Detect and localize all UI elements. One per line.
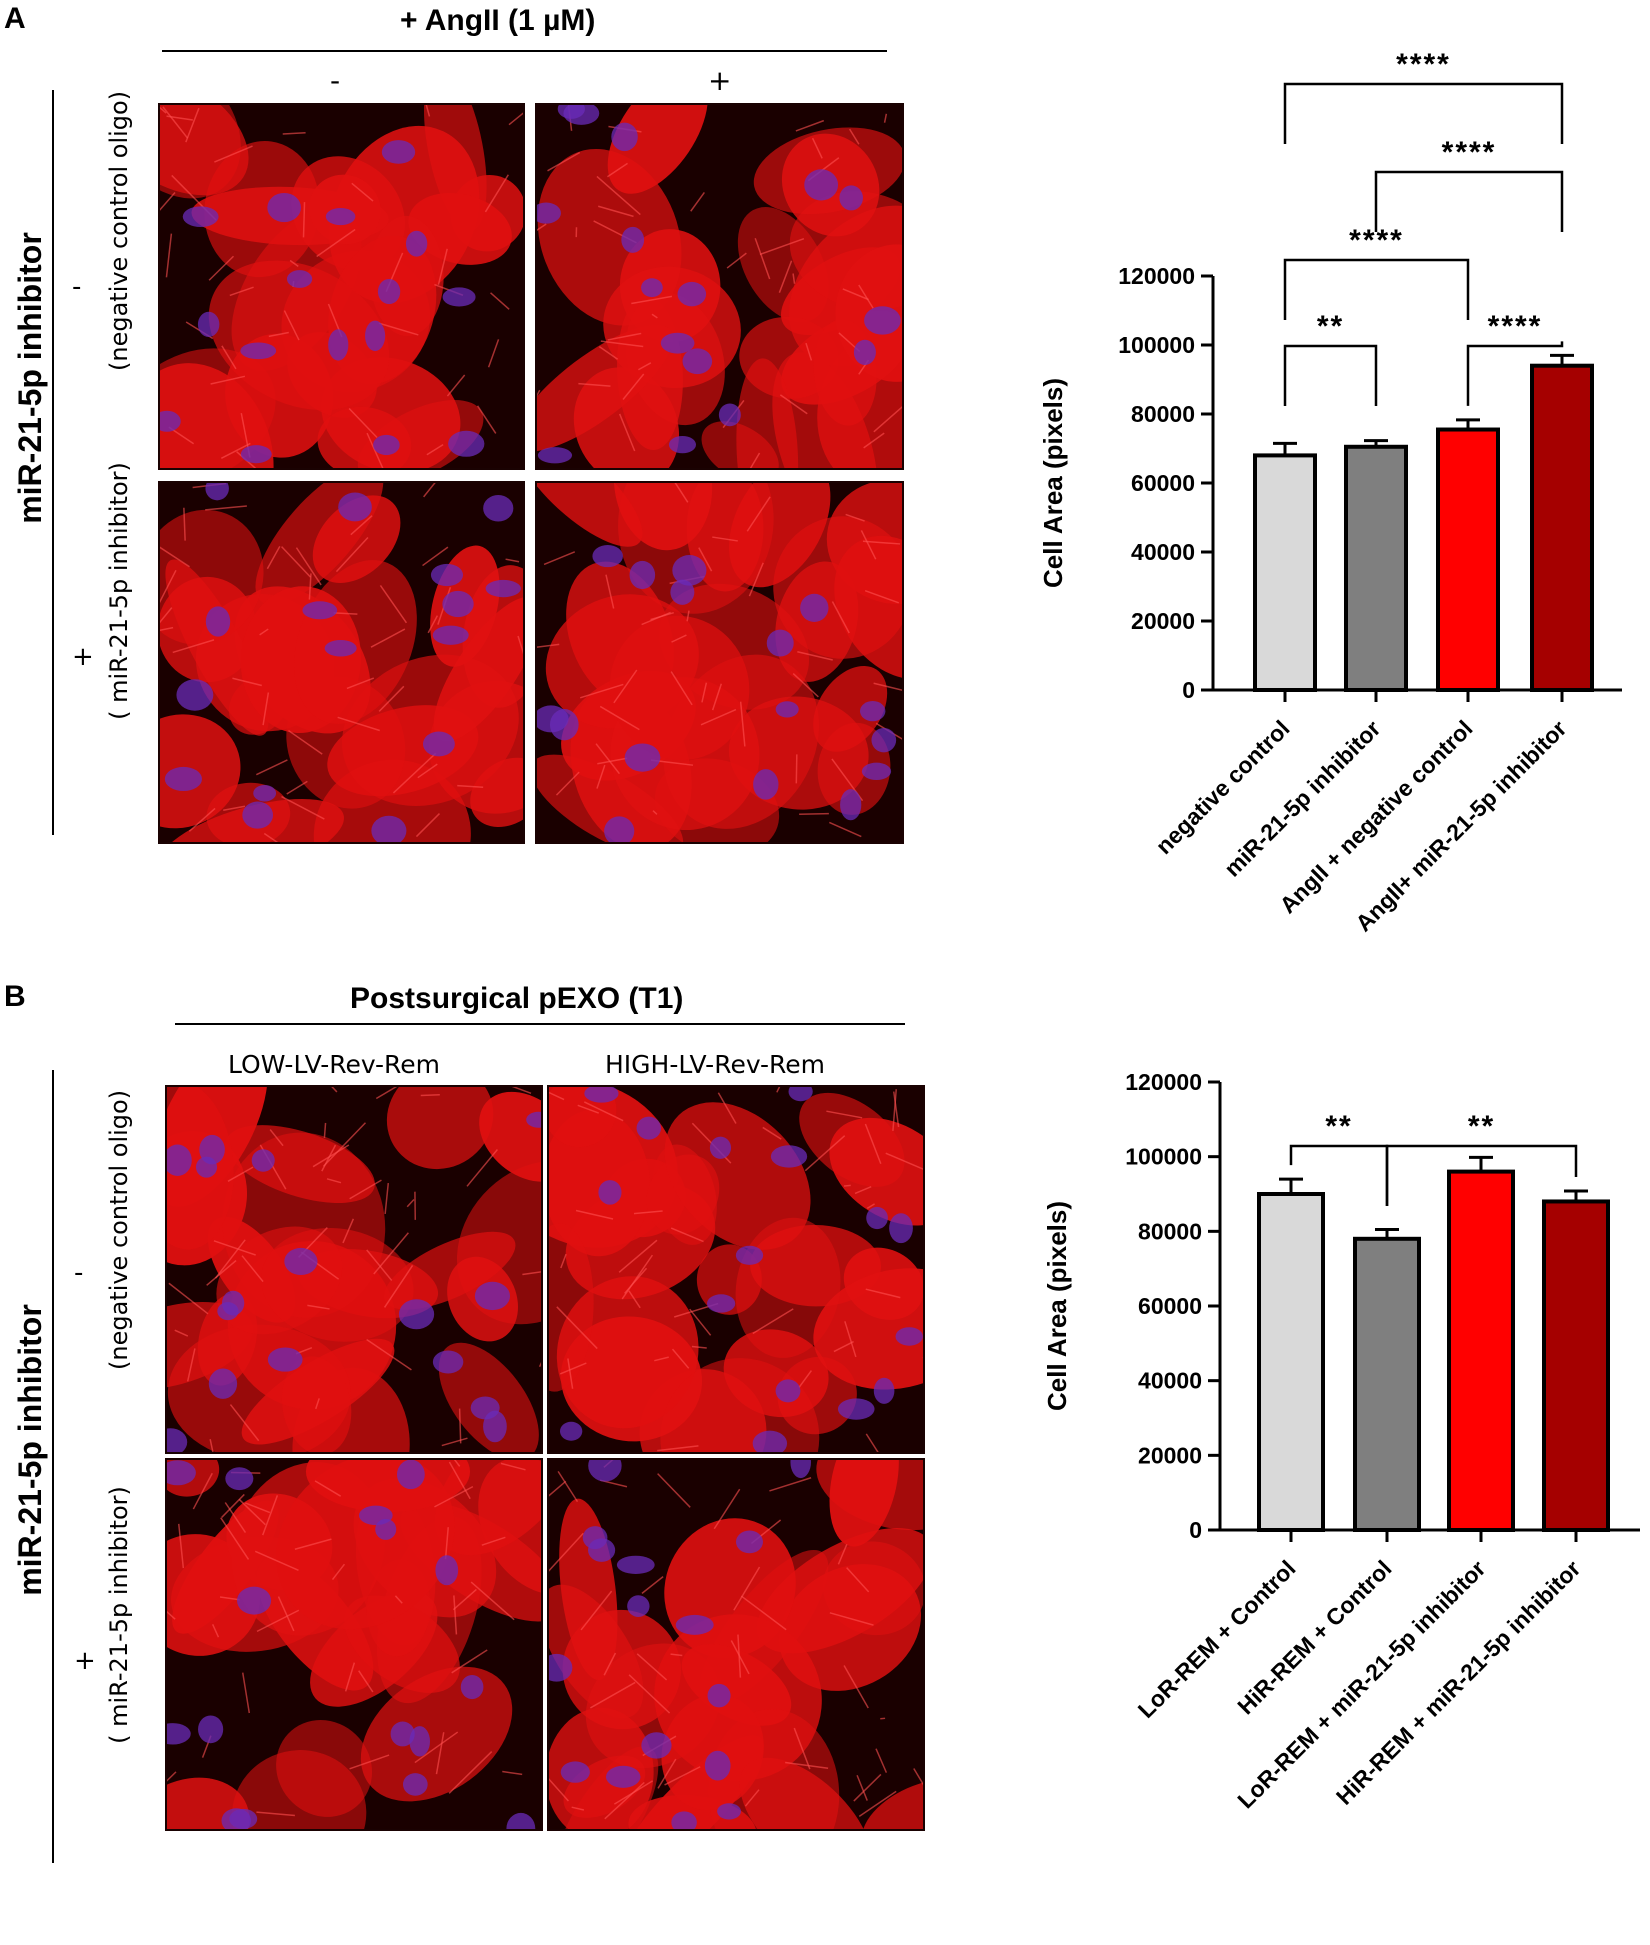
y-axis-title: Cell Area (pixels) [1042, 1201, 1072, 1411]
panel-b-row-sign-pos: + [74, 1646, 96, 1676]
significance-label: **** [1442, 136, 1497, 169]
y-tick-label: 100000 [1125, 1144, 1202, 1170]
panel-a-letter: A [4, 2, 26, 35]
panel-b-title-rule [175, 1023, 905, 1025]
micrograph-a-neg-inhibitor [158, 481, 525, 844]
panel-a-treatment-title: + AngII (1 µM) [400, 4, 596, 37]
micrograph-b-high-neg [547, 1085, 925, 1454]
significance-label: ** [1317, 310, 1344, 343]
micrograph-b-low-inhibitor [165, 1458, 543, 1831]
panel-a-title-rule [162, 50, 887, 52]
y-tick-label: 80000 [1138, 1218, 1202, 1244]
panel-a-row-sign-pos: + [72, 642, 94, 672]
panel-b-letter: B [4, 980, 26, 1013]
panel-b-treatment-title: Postsurgical pEXO (T1) [350, 982, 684, 1015]
category-label: LoR-REM + Control [1133, 1555, 1301, 1723]
y-tick-label: 80000 [1131, 401, 1195, 427]
panel-a-col-label-pos: + [708, 64, 732, 97]
micrograph-a-neg-neg [158, 103, 525, 470]
bar [1447, 1169, 1515, 1532]
significance-bracket [1385, 1144, 1578, 1206]
y-axis-title: Cell Area (pixels) [1038, 378, 1068, 588]
y-tick-label: 120000 [1125, 1069, 1202, 1095]
micrograph-a-angii-neg [535, 103, 904, 470]
y-tick-label: 120000 [1118, 263, 1195, 289]
bar [1257, 1192, 1325, 1532]
chart-a: 0 20000 40000 60000 80000 100000 120000 Cell Ar… [1038, 48, 1622, 936]
significance-bracket [1466, 341, 1564, 406]
panel-a-row-rule [52, 90, 54, 835]
panel-b-col-label-low: LOW-LV-Rev-Rem [228, 1050, 441, 1079]
micrograph-b-high-inhibitor [547, 1458, 925, 1831]
y-tick-label: 0 [1182, 677, 1195, 703]
y-tick-label: 60000 [1131, 470, 1195, 496]
significance-label: ** [1468, 1110, 1495, 1143]
significance-label: **** [1396, 48, 1451, 81]
y-tick-label: 0 [1189, 1517, 1202, 1543]
panel-a-col-label-neg: - [330, 64, 341, 97]
y-tick-label: 20000 [1138, 1442, 1202, 1468]
significance-bracket [1283, 344, 1378, 406]
bar [1344, 444, 1408, 692]
y-tick-label: 60000 [1138, 1293, 1202, 1319]
bar [1542, 1199, 1610, 1532]
significance-bracket [1283, 258, 1470, 320]
significance-label: ** [1325, 1110, 1352, 1143]
y-tick-label: 40000 [1138, 1368, 1202, 1394]
panel-b-col-label-high: HIGH-LV-Rev-Rem [605, 1050, 825, 1079]
panel-b-row-rule [52, 1070, 54, 1863]
y-tick-label: 20000 [1131, 608, 1195, 634]
panel-a-row-sign-neg: - [72, 272, 82, 302]
panel-b-row-sign-neg: - [74, 1258, 84, 1288]
micrograph-b-low-neg [165, 1085, 543, 1454]
significance-label: **** [1488, 310, 1543, 343]
y-tick-label: 40000 [1131, 539, 1195, 565]
significance-bracket [1374, 170, 1564, 232]
significance-bracket [1283, 82, 1564, 144]
bar [1353, 1236, 1421, 1533]
y-tick-label: 100000 [1118, 332, 1195, 358]
micrograph-a-angii-inhibitor [535, 481, 904, 844]
